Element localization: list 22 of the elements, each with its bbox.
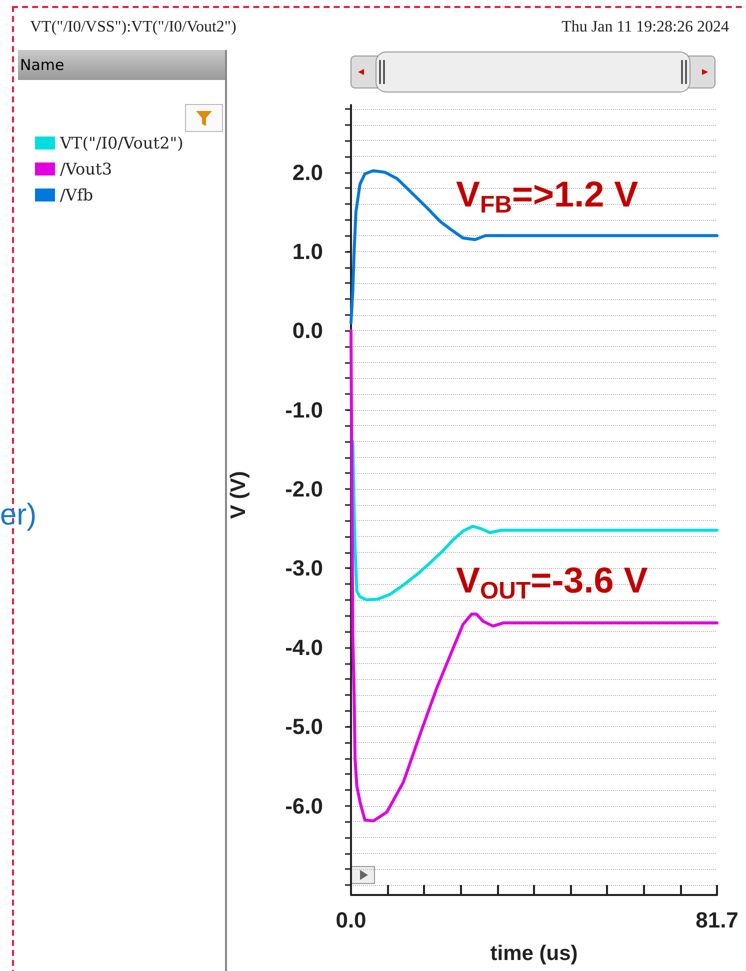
legend-label: /Vfb — [60, 186, 94, 204]
text: VT("/I0/VSS"):VT("/I0/Vout2") — [30, 18, 236, 36]
legend-title: Name — [18, 50, 225, 80]
chart-subtitle: Thu Jan 11 19:28:26 2024 — [562, 18, 730, 36]
y-tick-label: -4.0 — [285, 634, 323, 660]
legend-label: VT("/I0/Vout2") — [59, 134, 184, 152]
line-series — [350, 169, 718, 324]
y-tick-label: -3.0 — [285, 556, 323, 581]
x-axis-title: time (us) — [490, 942, 578, 965]
y-axis-title: V (V) — [227, 471, 250, 519]
text: er) — [0, 498, 37, 532]
line-series — [350, 329, 718, 822]
y-tick-label: 2.0 — [292, 160, 323, 185]
y-tick-label: -5.0 — [285, 714, 323, 740]
y-tick-label: -6.0 — [285, 793, 323, 818]
y-tick-label: -2.0 — [285, 476, 323, 502]
x-tick-label: 81.7 — [696, 908, 738, 932]
y-tick-label: 0.0 — [292, 318, 323, 344]
y-tick-label: -1.0 — [285, 397, 323, 422]
line-series — [351, 440, 718, 602]
legend-label: /Vout3 — [60, 160, 112, 178]
y-tick-label: 1.0 — [292, 238, 323, 264]
